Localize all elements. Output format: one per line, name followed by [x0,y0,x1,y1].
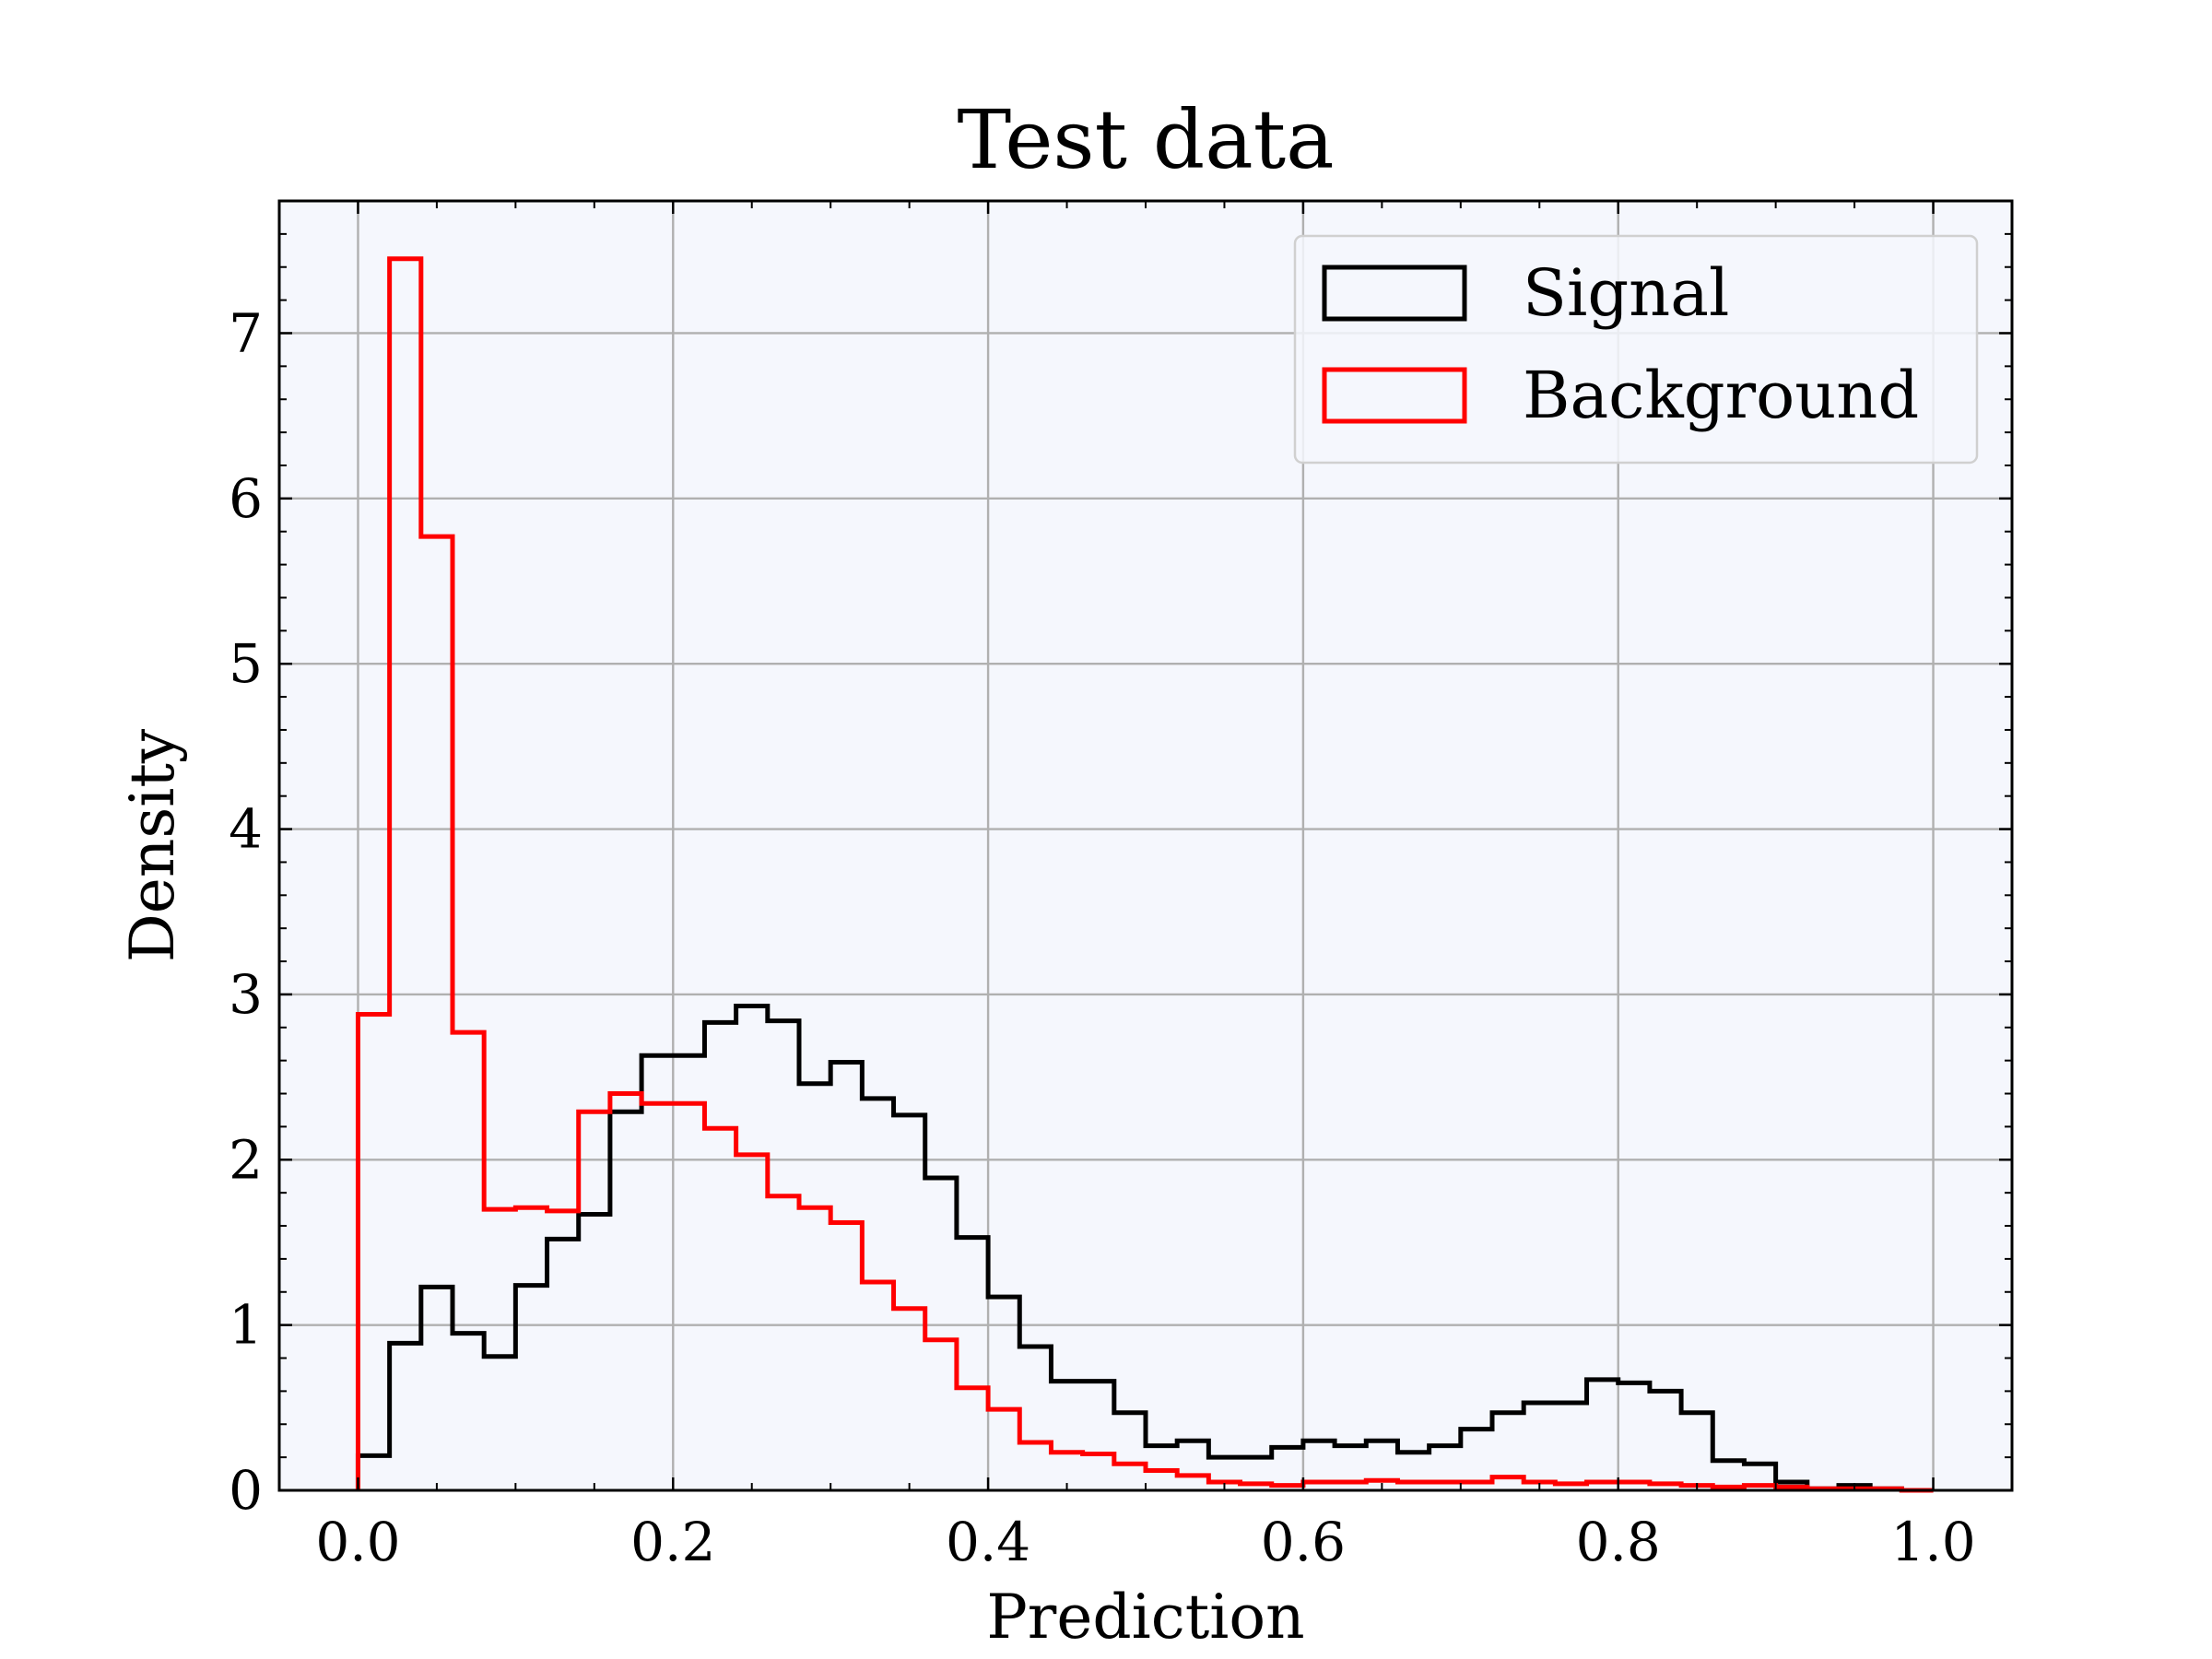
histogram-series [355,256,1934,1493]
y-tick-label: 1 [229,1294,263,1357]
y-tick-label: 4 [229,798,263,861]
y-tick-label: 0 [229,1459,263,1522]
x-tick-label: 1.0 [1890,1511,1975,1573]
y-tick-label: 2 [229,1128,263,1191]
legend-swatch-background [1322,367,1467,424]
axis-ticks: 0.0 0.2 0.4 0.6 0.8 1.0 0 1 2 3 4 5 6 7 [229,200,2013,1573]
x-tick-label: 0.4 [946,1511,1030,1573]
legend: Signal Background [1293,234,1979,465]
x-tick-label: 0.2 [630,1511,715,1573]
y-tick-label: 3 [229,963,263,1026]
x-tick-label: 0.0 [315,1511,400,1573]
y-tick-label: 7 [229,301,263,364]
y-axis-title: Density [117,728,188,962]
legend-swatch-signal [1322,265,1467,322]
histogram-signal [355,1003,1934,1493]
histogram-background [355,256,1934,1493]
chart-title: Test data [957,92,1334,187]
legend-label-signal: Signal [1523,255,1729,331]
x-axis-title: Prediction [986,1582,1304,1653]
y-tick-label: 5 [229,632,263,695]
x-tick-label: 0.6 [1261,1511,1346,1573]
grid-lines [279,201,2012,1490]
y-tick-label: 6 [229,467,263,530]
legend-label-background: Background [1523,358,1919,433]
x-tick-label: 0.8 [1576,1511,1661,1573]
